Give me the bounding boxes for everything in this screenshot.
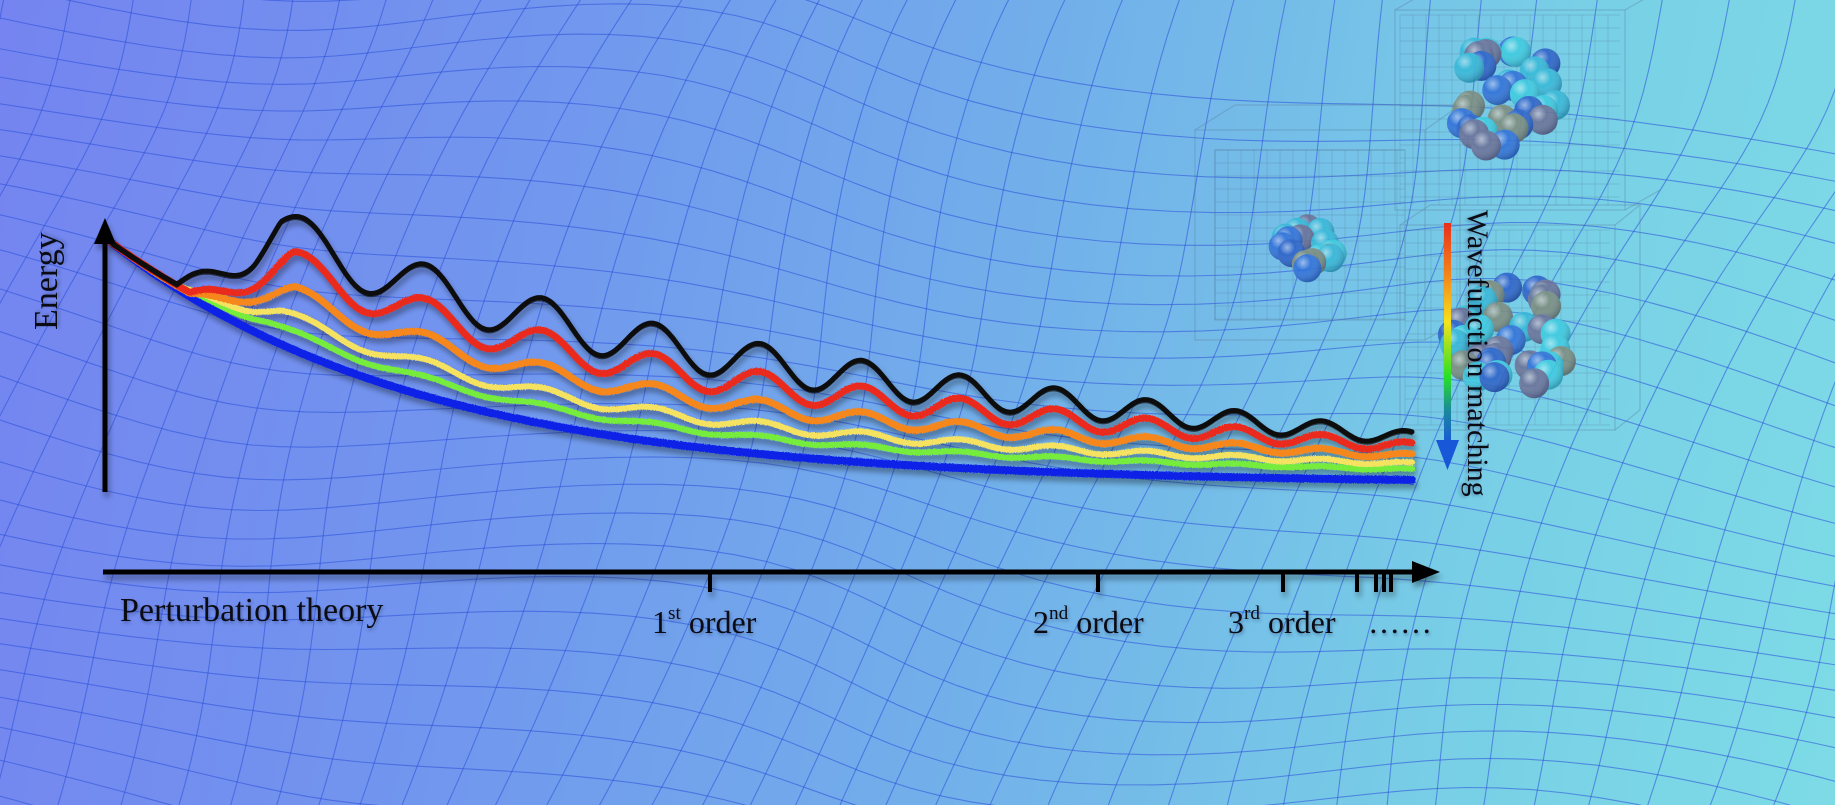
tick-label-ellipsis: …… (1368, 604, 1432, 640)
tick-label-2nd-order: 2nd order (1033, 603, 1144, 640)
x-axis-arrowhead (1412, 561, 1440, 583)
wavefunction-matching-label: Wavefunction matching (1461, 210, 1494, 497)
x-axis-label: Perturbation theory (120, 592, 384, 629)
wavefunction-matching-arrow (1436, 223, 1459, 470)
y-axis-arrowhead (94, 218, 116, 244)
curve-black (109, 214, 1415, 444)
curve-blue (108, 239, 1416, 484)
axes (94, 218, 1440, 592)
curve-red (108, 239, 1416, 453)
tick-label-3rd-order: 3rd order (1228, 603, 1336, 640)
x-axis-ticks (708, 572, 1393, 592)
lattice-boxes (1194, 0, 1661, 431)
tick-label-1st-order: 1st order (652, 603, 757, 640)
curve-yellow (109, 240, 1415, 467)
nuclei-illustrations (1268, 36, 1576, 399)
curve-green (109, 240, 1415, 473)
y-axis-label: Energy (28, 232, 65, 330)
curve-orange (108, 239, 1416, 461)
